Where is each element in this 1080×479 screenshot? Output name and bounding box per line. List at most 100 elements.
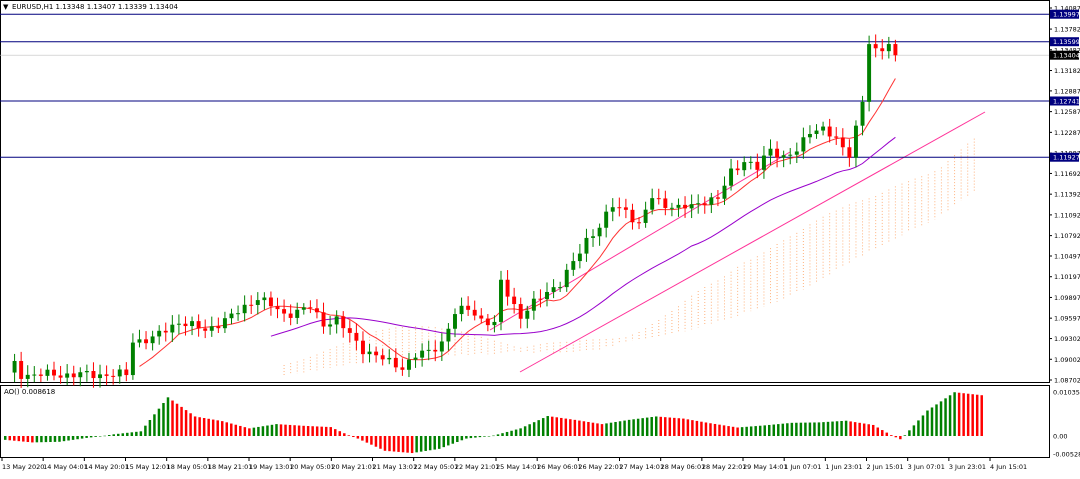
ao-bar (686, 419, 690, 436)
candle-body (821, 126, 826, 131)
time-axis-label: 21 May 13:01 (373, 463, 418, 471)
ao-bar (329, 427, 332, 436)
level-tag-bg (1050, 96, 1079, 106)
candle-body (209, 326, 214, 331)
ao-bar (632, 419, 635, 436)
ao-bar (826, 421, 830, 436)
chart-menu-arrow-icon[interactable]: ▼ (3, 3, 9, 11)
ao-bar (582, 421, 586, 436)
ao-bar (44, 436, 48, 443)
ao-bar (483, 436, 486, 437)
candle-body (216, 326, 221, 329)
ao-bar (917, 420, 920, 436)
ao-bar (871, 424, 875, 436)
ao-bar (306, 426, 310, 436)
candle-body (367, 351, 372, 355)
ao-bar (487, 436, 491, 437)
time-axis-label: 14 May 04:01 (43, 463, 88, 471)
candle-body (630, 209, 635, 223)
candle-body (643, 209, 648, 223)
ao-bar (736, 427, 739, 436)
ao-bar (239, 425, 242, 436)
ao-bar (876, 427, 879, 436)
candle-body (150, 336, 155, 344)
ao-bar (817, 422, 821, 436)
ao-bar (433, 436, 436, 450)
candle-body (505, 279, 510, 297)
symbol-ohlc-header: EURUSD,H1 1.13348 1.13407 1.13339 1.1340… (12, 3, 179, 11)
ao-bar (180, 406, 183, 436)
level-tag-bg (1050, 37, 1079, 47)
time-axis-label: 19 May 13:01 (249, 463, 294, 471)
ao-bar (578, 420, 581, 436)
time-axis-label: 22 May 05:01 (414, 463, 459, 471)
candle-body (268, 297, 273, 307)
ao-bar (587, 421, 590, 436)
indicator-scale: 0.010356 0.00 -0.005288 (1053, 389, 1080, 459)
ao-bar (546, 416, 549, 436)
candle-body (413, 357, 418, 360)
ao-bar (835, 421, 839, 436)
horizontal-levels[interactable] (0, 13, 1049, 158)
ao-bar (795, 422, 798, 436)
ao-bar (171, 400, 174, 436)
candle-body (58, 375, 63, 378)
ao-bar (591, 422, 595, 436)
candle-body (380, 355, 385, 360)
candle-body (538, 298, 543, 300)
time-axis-label: 13 May 2020 (2, 463, 44, 471)
candle-body (130, 342, 135, 376)
candle-body (617, 207, 622, 209)
ao-bar (374, 436, 378, 447)
ao-bar (523, 426, 527, 436)
candle-body (242, 304, 247, 314)
ao-bar (496, 434, 500, 436)
time-axis-label: 3 Jun 23:01 (949, 463, 986, 471)
ao-bar (85, 436, 88, 438)
ao-bar (406, 436, 409, 453)
ao-bar (727, 426, 730, 436)
candle-body (91, 371, 96, 379)
price-scale-label: 1.13482 (1054, 46, 1080, 54)
ao-bar (334, 429, 337, 436)
ao-bar (528, 424, 531, 436)
ao-bar (428, 436, 432, 451)
ao-bar (419, 436, 423, 452)
ao-bar (207, 418, 210, 436)
candle-body (203, 328, 208, 331)
ao-bar (135, 431, 138, 436)
ao-bar (650, 417, 653, 436)
candle-body (183, 323, 188, 327)
ao-bar (740, 427, 744, 436)
ao-bar (532, 422, 536, 436)
ao-bar (442, 436, 445, 448)
ao-bar (80, 436, 84, 439)
candle-body (98, 374, 102, 379)
candle-body (52, 369, 56, 376)
ao-bar (216, 420, 219, 436)
candle-body (696, 203, 701, 205)
time-axis-label: 18 May 21:01 (208, 463, 253, 471)
ao-bar (926, 410, 929, 436)
channel-lower-line[interactable] (519, 111, 986, 373)
ao-bar (257, 426, 260, 436)
indicator-panel-frame (0, 385, 1050, 458)
ao-bar (645, 417, 649, 436)
candle-body (420, 350, 425, 358)
candle-body (453, 314, 457, 329)
ao-bar (804, 422, 807, 436)
candle-body (301, 307, 306, 310)
candle-body (262, 297, 267, 301)
candle-body (407, 359, 411, 370)
ao-bar (772, 424, 776, 436)
level-tags: 1.13997 1.13599 1.13404 1.12741 1.11927 (1050, 9, 1080, 162)
ao-bar (510, 430, 513, 436)
level-tag-text: 1.11927 (1053, 154, 1080, 162)
fast-ma-line (139, 78, 896, 367)
ao-bar (921, 415, 925, 436)
ao-bar (700, 421, 703, 436)
ao-bar (636, 418, 640, 436)
